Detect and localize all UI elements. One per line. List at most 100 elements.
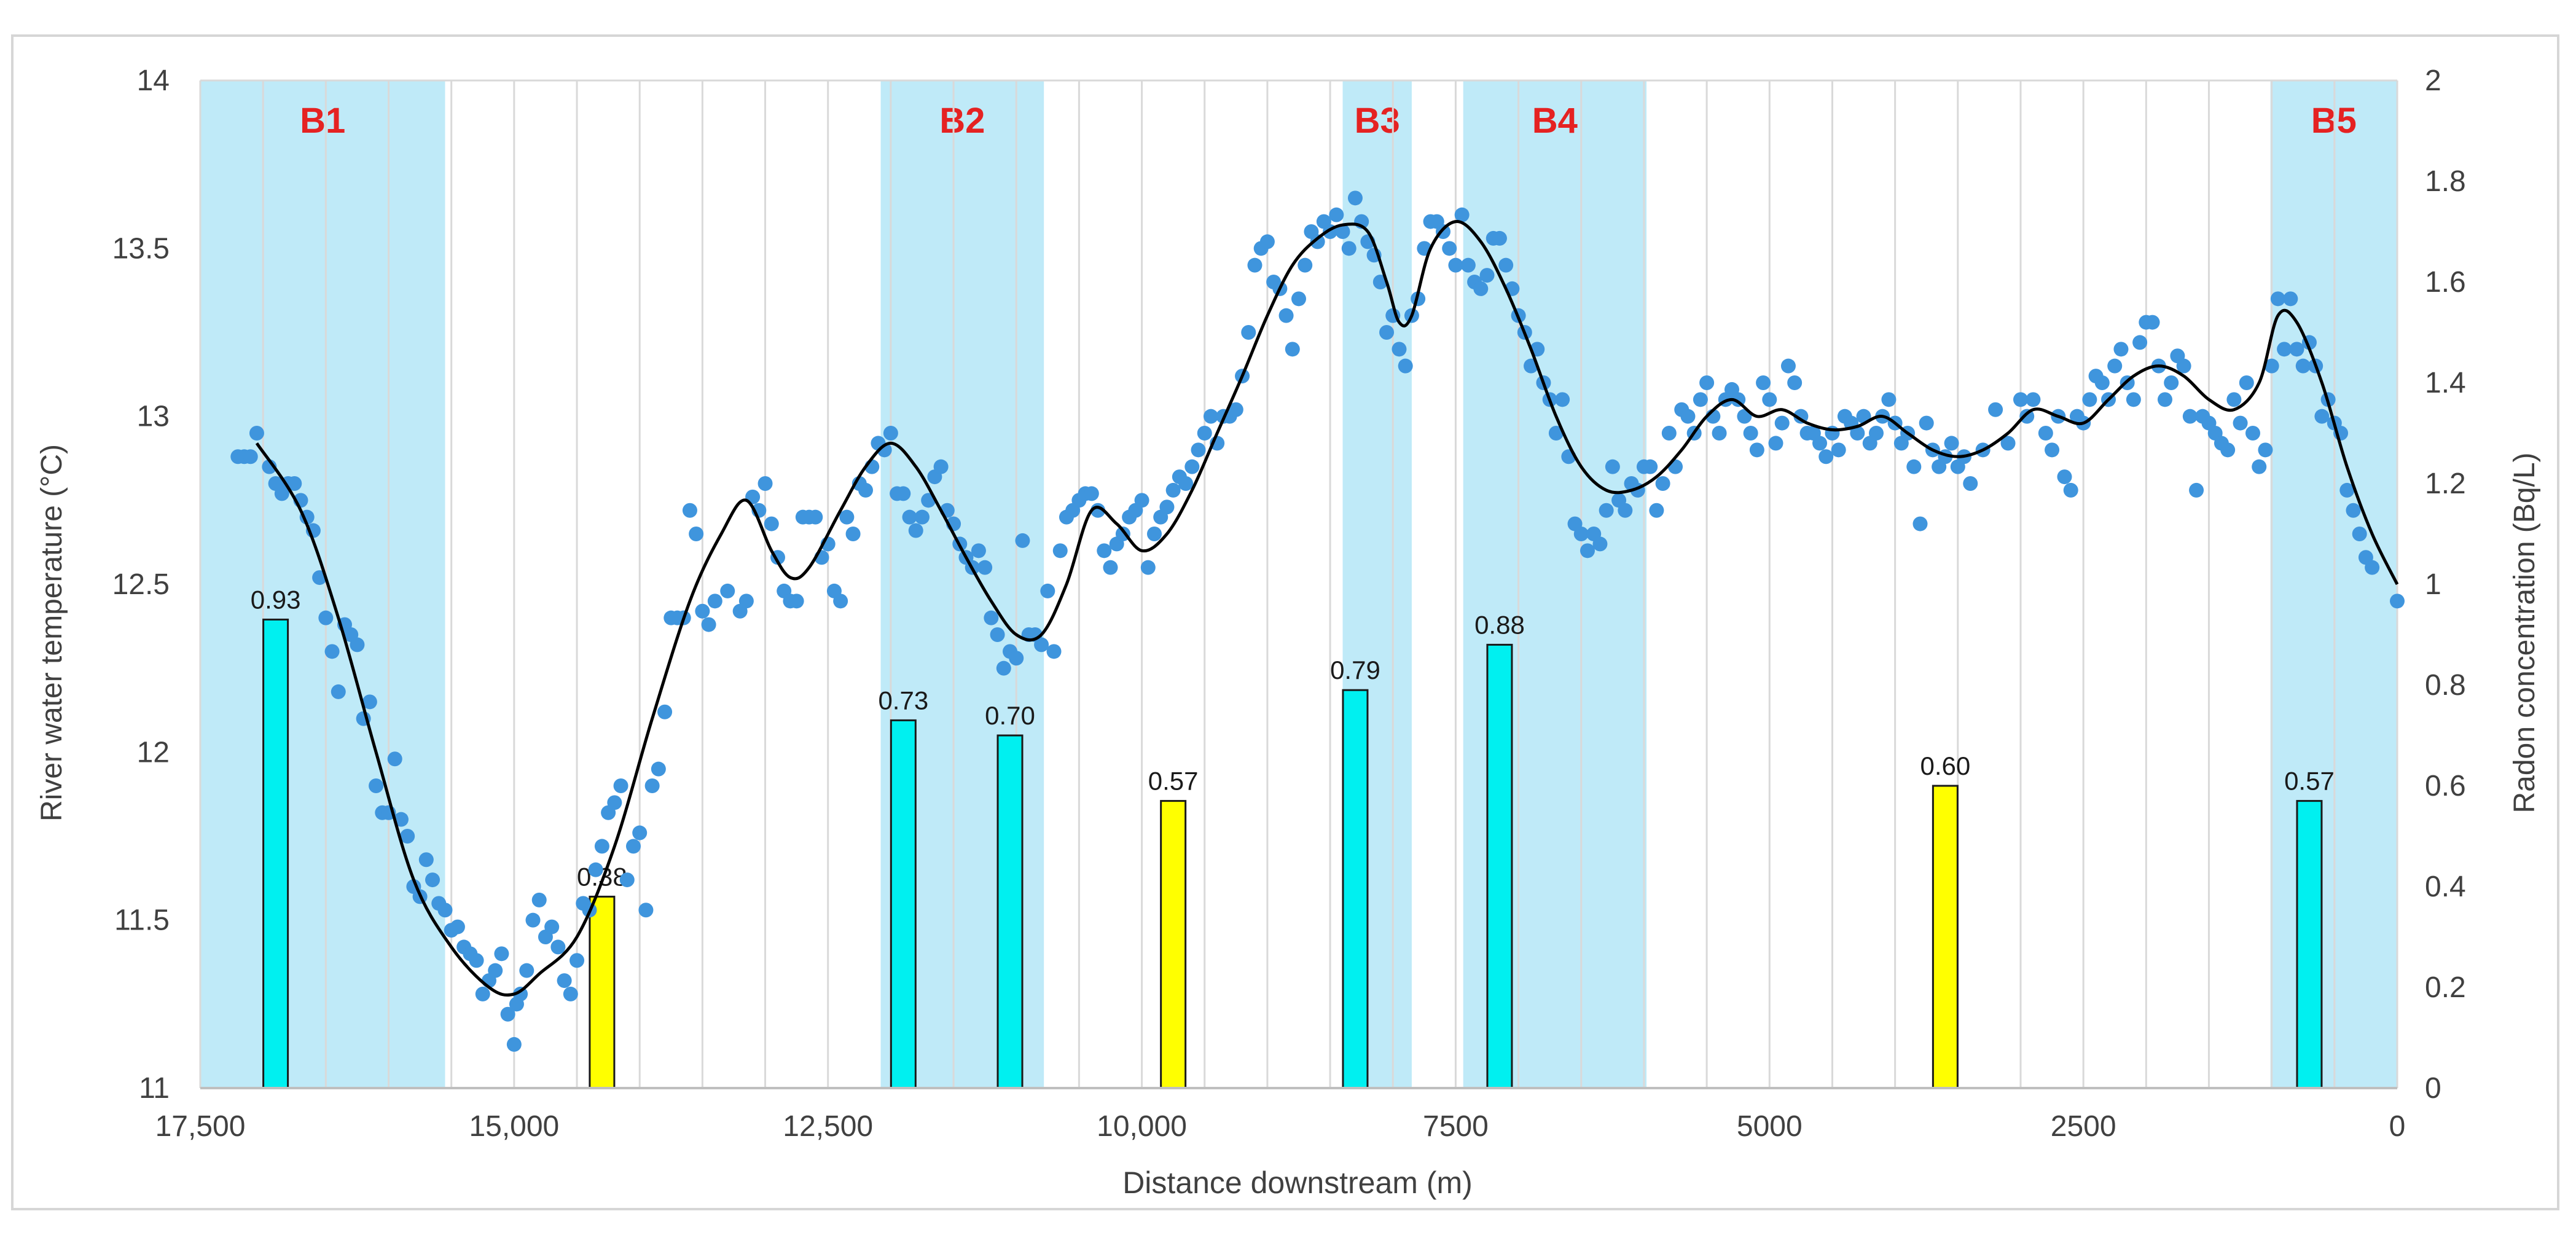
temperature-point [1241,325,1256,340]
grid-layer [199,79,2398,1088]
temperature-point [2057,469,2072,485]
x-tick-label: 5000 [1737,1110,1803,1143]
temperature-point [2126,392,2141,407]
temperature-point [513,986,528,1001]
temperature-point [1850,426,1865,441]
radon-bar [996,734,1024,1089]
temperature-point [425,872,440,888]
temperature-point [2176,358,2191,374]
temperature-point [393,812,409,827]
temperature-point [1347,190,1363,206]
temperature-point [2289,342,2304,357]
temperature-point [2365,560,2380,575]
temperature-point [500,1006,515,1022]
temperature-point [318,610,334,625]
temperature-point [1655,476,1670,491]
temperature-point [519,963,534,978]
temperature-point [689,527,704,541]
band-label-b2: B2 [939,101,985,141]
temperature-point [2346,503,2361,518]
temperature-point [1165,482,1181,498]
temperature-point [1693,392,1708,407]
temperature-point [1812,436,1828,451]
radon-bar-label: 0.93 [251,585,301,614]
temperature-point [387,751,402,767]
temperature-point [1868,426,1884,441]
y-right-tick-label: 0.8 [2425,669,2466,702]
temperature-point [1618,503,1633,518]
trend-layer [255,220,2399,997]
temperature-point [506,1036,522,1052]
temperature-point [1103,560,1118,575]
temperature-point [1963,476,1978,491]
labels-layer: Distance downstream (m) River water temp… [36,444,2541,1200]
temperature-point [1573,527,1589,541]
radon-bar [890,719,917,1089]
temperature-point [550,939,566,955]
temperature-point [1680,409,1696,424]
temperature-point [1015,533,1030,548]
x-tick-label: 2500 [2051,1110,2116,1143]
temperature-point [2164,375,2179,390]
temperature-point [1228,402,1243,417]
temperature-point [1479,268,1495,283]
temperature-point [2145,315,2160,330]
temperature-point [2132,335,2148,350]
bars-layer: 0.930.380.730.700.570.790.880.600.57 [251,585,2335,1089]
y-left-tick-label: 14 [137,65,170,97]
temperature-point [1247,257,1263,273]
radon-bar [1342,689,1369,1089]
temperature-point [1398,358,1413,374]
temperature-point [557,973,572,989]
temperature-point [2390,594,2405,609]
temperature-point [2277,342,2292,357]
temperature-point [720,583,735,598]
temperature-point [1649,503,1664,518]
x-tick-label: 15,000 [469,1110,559,1143]
x-axis-title: Distance downstream (m) [1122,1166,1473,1200]
temperature-point [2264,358,2279,374]
radon-bar-label: 0.57 [2284,767,2335,796]
temperature-point [1780,358,1796,374]
temperature-point [833,594,848,609]
temperature-point [1097,543,1112,558]
temperature-point [977,560,993,575]
temperature-point [789,594,804,609]
temperature-point [2283,291,2298,307]
temperature-point [896,486,911,501]
temperature-point [544,919,560,934]
temperature-point [437,903,453,918]
temperature-point [1906,459,1922,474]
temperature-point [2252,459,2267,474]
temperature-point [2045,442,2060,458]
temperature-point [331,684,346,699]
temperature-point [249,426,264,441]
y-right-axis-title: Radon concentration (Bq/L) [2508,452,2541,813]
temperature-point [1009,651,1024,666]
temperature-point [651,761,666,777]
temperature-point [1379,325,1395,340]
temperature-point [1285,342,1300,357]
temperature-point [369,778,384,793]
y-right-tick-label: 0.6 [2425,770,2466,802]
temperature-point [1178,476,1194,491]
temperature-point [469,953,484,968]
temperature-point [362,694,377,710]
x-tick-label: 17,500 [155,1110,246,1143]
temperature-point [1191,442,1206,458]
temperature-point [1341,241,1357,256]
radon-bar-label: 0.79 [1330,656,1380,684]
temperature-point [971,543,986,558]
y-right-tick-label: 2 [2425,65,2441,97]
y-right-tick-label: 0.2 [2425,971,2466,1004]
temperature-point [2220,442,2236,458]
temperature-point [1818,449,1834,464]
temperature-point [883,426,898,441]
temperature-point [2239,375,2254,390]
temperature-point [1184,459,1200,474]
temperature-point [625,839,641,854]
radon-bar [589,895,616,1089]
temperature-point [808,509,823,525]
radon-bar [1486,643,1513,1089]
radon-bar-label: 0.73 [878,686,928,715]
